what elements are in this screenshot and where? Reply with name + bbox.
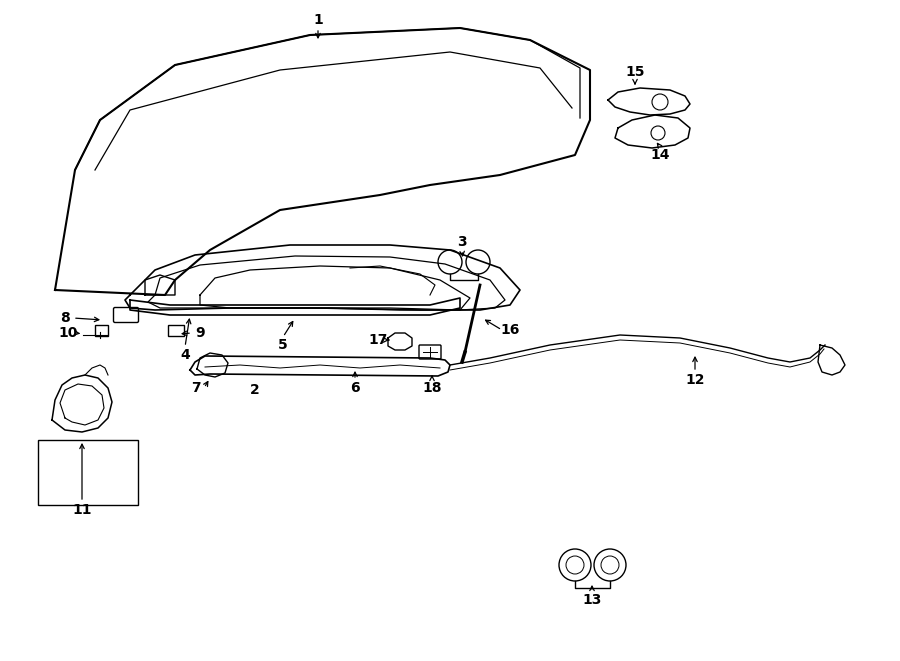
Text: 3: 3 — [457, 235, 467, 249]
Text: 15: 15 — [626, 65, 644, 79]
Text: 16: 16 — [500, 323, 519, 337]
Text: 17: 17 — [368, 333, 388, 347]
Text: 12: 12 — [685, 373, 705, 387]
Text: 8: 8 — [60, 311, 70, 325]
Text: 1: 1 — [313, 13, 323, 27]
Text: 13: 13 — [582, 593, 602, 607]
Text: 11: 11 — [72, 503, 92, 517]
Text: 4: 4 — [180, 348, 190, 362]
Text: 18: 18 — [422, 381, 442, 395]
Text: 2: 2 — [250, 383, 260, 397]
Text: 5: 5 — [278, 338, 288, 352]
Text: 7: 7 — [191, 381, 201, 395]
Text: 14: 14 — [650, 148, 670, 162]
Text: 9: 9 — [195, 326, 205, 340]
Text: 10: 10 — [58, 326, 77, 340]
Text: 6: 6 — [350, 381, 360, 395]
